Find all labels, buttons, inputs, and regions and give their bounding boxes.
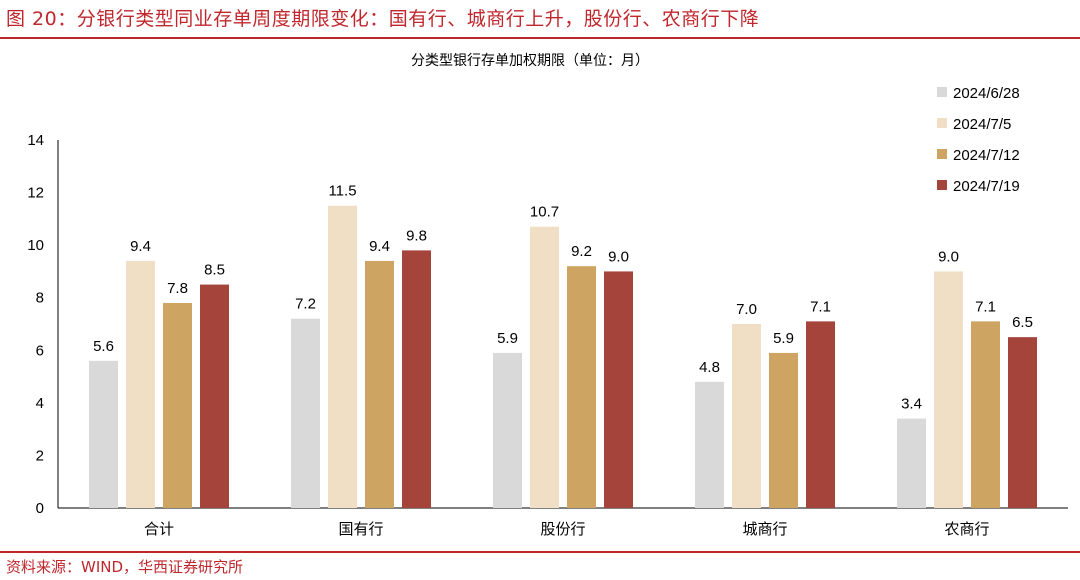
data-label: 9.4 [130, 238, 151, 255]
data-label: 3.4 [901, 396, 922, 413]
figure-title: 图 20：分银行类型同业存单周度期限变化：国有行、城商行上升，股份行、农商行下降 [6, 8, 760, 30]
y-tick-label: 4 [36, 395, 44, 412]
bar-3-1 [163, 302, 192, 508]
bar-1-5 [897, 418, 926, 508]
data-label: 5.9 [773, 330, 794, 347]
y-tick-label: 0 [36, 500, 44, 517]
data-label: 7.1 [975, 298, 996, 315]
data-label: 5.6 [93, 338, 114, 355]
y-tick-label: 2 [36, 447, 44, 464]
y-tick-label: 10 [27, 237, 44, 254]
legend-swatch-4 [937, 180, 947, 190]
legend-label: 2024/7/12 [953, 147, 1020, 164]
data-label: 5.9 [497, 330, 518, 347]
data-label: 9.2 [571, 243, 592, 260]
bar-2-5 [934, 271, 963, 508]
data-label: 7.2 [295, 296, 316, 313]
legend-label: 2024/6/28 [953, 85, 1020, 102]
bar-2-4 [732, 324, 761, 508]
legend-label: 2024/7/19 [953, 178, 1020, 195]
y-tick-label: 14 [27, 132, 44, 149]
x-tick-label: 股份行 [540, 521, 585, 538]
legend-swatch-3 [937, 149, 947, 159]
data-label: 7.1 [810, 298, 831, 315]
data-label: 4.8 [699, 359, 720, 376]
y-tick-label: 8 [36, 290, 44, 307]
bar-3-4 [769, 352, 798, 508]
bar-4-1 [200, 284, 229, 508]
x-tick-label: 合计 [144, 521, 174, 538]
bar-2-3 [530, 226, 559, 508]
bar-3-2 [365, 260, 394, 508]
y-tick-label: 12 [27, 185, 44, 202]
data-label: 8.5 [204, 262, 225, 279]
data-label: 7.8 [167, 280, 188, 297]
data-label: 9.8 [406, 227, 427, 244]
legend-swatch-2 [937, 118, 947, 128]
bar-4-2 [402, 250, 431, 508]
bar-4-3 [604, 271, 633, 508]
data-label: 7.0 [736, 301, 757, 318]
bar-1-4 [695, 381, 724, 508]
data-label: 9.4 [369, 238, 390, 255]
x-tick-label: 城商行 [742, 521, 787, 538]
x-tick-label: 农商行 [944, 521, 989, 538]
top-rule [0, 37, 1080, 39]
bar-2-2 [328, 205, 357, 508]
bar-2-1 [126, 260, 155, 508]
data-label: 11.5 [328, 183, 356, 200]
data-label: 9.0 [608, 248, 629, 265]
bar-chart: 分类型银行存单加权期限（单位：月） 0 2 4 6 8 10 12 14 5.6 9.4 7.8 8.5… [27, 52, 1068, 538]
bar-1-3 [493, 352, 522, 508]
bar-4-4 [806, 321, 835, 508]
y-tick-label: 6 [36, 342, 44, 359]
bottom-rule [0, 551, 1080, 553]
chart-title: 分类型银行存单加权期限（单位：月） [411, 52, 649, 68]
bar-3-5 [971, 321, 1000, 508]
data-label: 9.0 [938, 248, 959, 265]
bar-1-2 [291, 318, 320, 508]
bar-3-3 [567, 266, 596, 508]
data-label: 6.5 [1012, 314, 1033, 331]
legend-swatch-1 [937, 87, 947, 97]
bar-1-1 [89, 360, 118, 508]
source-note: 资料来源：WIND，华西证券研究所 [6, 558, 244, 576]
x-tick-label: 国有行 [338, 521, 383, 538]
bar-4-5 [1008, 337, 1037, 508]
data-label: 10.7 [530, 204, 559, 221]
legend-label: 2024/7/5 [953, 116, 1011, 133]
